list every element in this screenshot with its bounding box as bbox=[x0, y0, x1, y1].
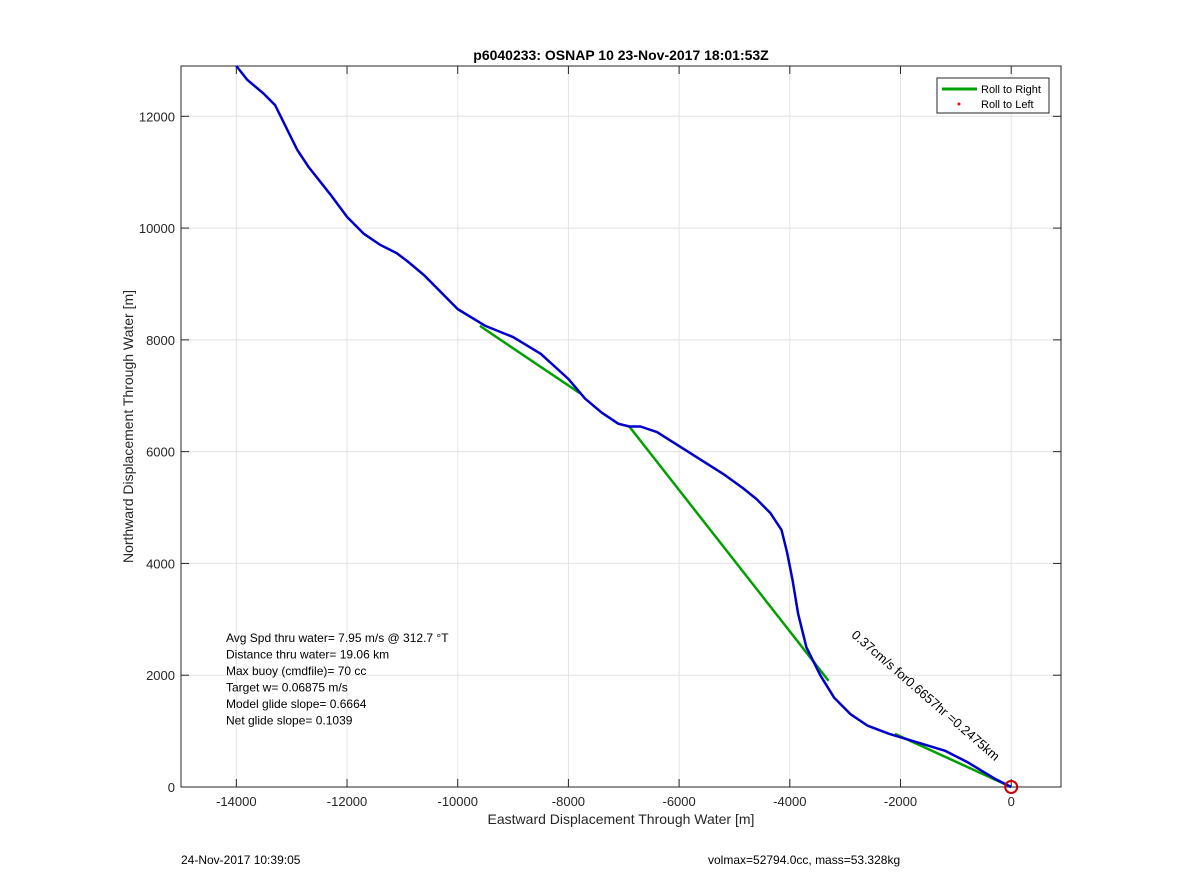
plot-area bbox=[181, 66, 1061, 787]
stats-line: Model glide slope= 0.6664 bbox=[226, 697, 367, 711]
y-tick-label: 0 bbox=[168, 780, 175, 795]
roll-right-segment bbox=[479, 324, 581, 395]
x-tick-label: -4000 bbox=[773, 794, 806, 809]
x-tick-label: -10000 bbox=[437, 794, 477, 809]
x-tick-label: -6000 bbox=[662, 794, 695, 809]
x-tick-label: -12000 bbox=[327, 794, 367, 809]
stats-line: Avg Spd thru water= 7.95 m/s @ 312.7 °T bbox=[226, 631, 449, 645]
x-tick-label: -2000 bbox=[884, 794, 917, 809]
y-tick-label: 12000 bbox=[139, 109, 175, 124]
y-tick-label: 2000 bbox=[146, 668, 175, 683]
stats-line: Max buoy (cmdfile)= 70 cc bbox=[226, 664, 366, 678]
stats-line: Net glide slope= 0.1039 bbox=[226, 714, 353, 728]
stats-line: Distance thru water= 19.06 km bbox=[226, 648, 389, 662]
y-tick-label: 10000 bbox=[139, 221, 175, 236]
y-tick-label: 8000 bbox=[146, 333, 175, 348]
footer-volmax-mass: volmax=52794.0cc, mass=53.328kg bbox=[708, 853, 901, 867]
legend-label-roll-right: Roll to Right bbox=[981, 84, 1041, 96]
legend-label-roll-left: Roll to Left bbox=[981, 99, 1034, 111]
stats-line: Target w= 0.06875 m/s bbox=[226, 681, 348, 695]
footer-timestamp: 24-Nov-2017 10:39:05 bbox=[181, 853, 301, 867]
legend-box bbox=[936, 77, 1050, 114]
chart-title: p6040233: OSNAP 10 23-Nov-2017 18:01:53Z bbox=[473, 47, 769, 63]
x-tick-label: -14000 bbox=[216, 794, 256, 809]
y-axis-label: Northward Displacement Through Water [m] bbox=[120, 290, 136, 563]
legend-swatch-roll-left bbox=[957, 102, 961, 106]
roll-right-segment bbox=[628, 425, 830, 682]
x-axis-label: Eastward Displacement Through Water [m] bbox=[488, 811, 755, 827]
start-marker bbox=[1004, 780, 1019, 794]
x-tick-label: 0 bbox=[1008, 794, 1015, 809]
track-line bbox=[235, 65, 1012, 789]
x-tick-label: -8000 bbox=[552, 794, 585, 809]
axes-box bbox=[180, 65, 1062, 788]
y-tick-label: 6000 bbox=[146, 445, 175, 460]
y-tick-label: 4000 bbox=[146, 556, 175, 571]
